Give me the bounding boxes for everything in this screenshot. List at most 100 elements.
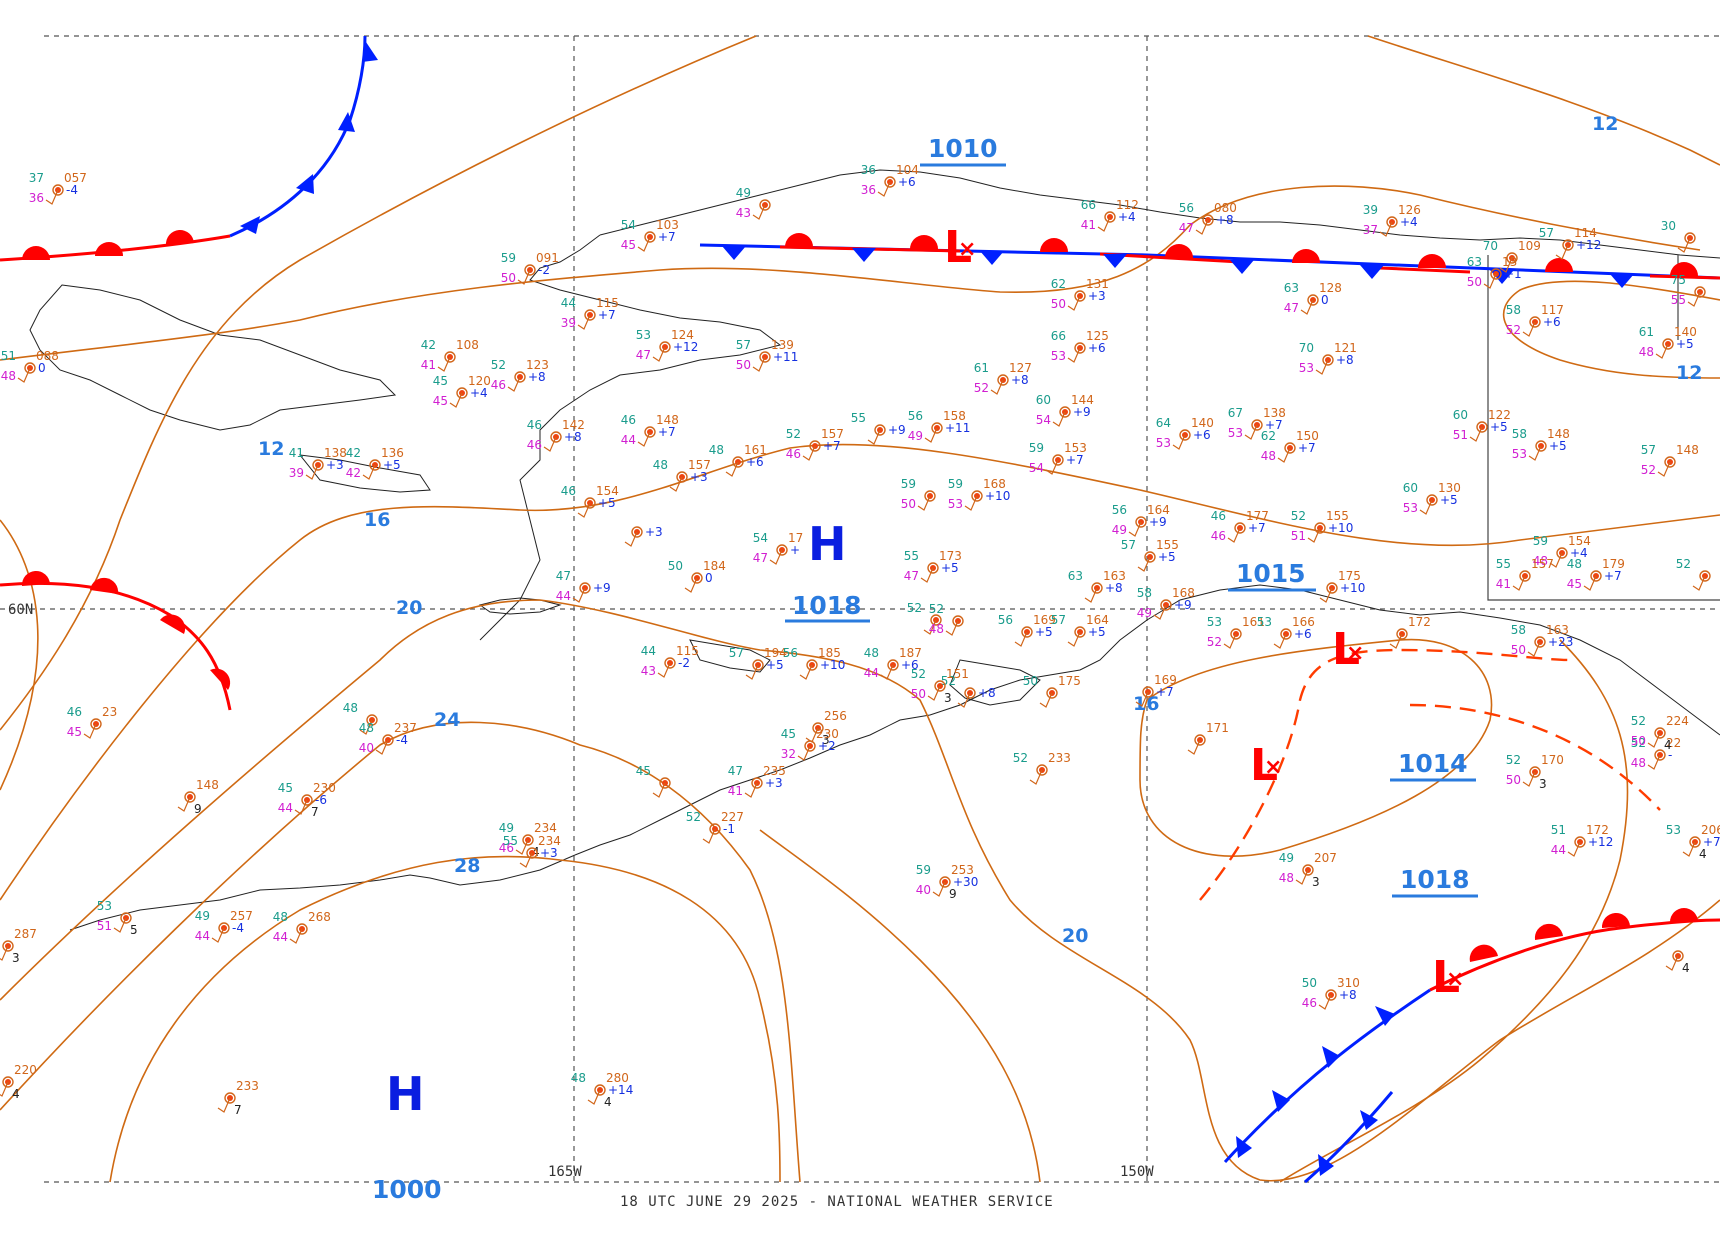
wind-barb (957, 692, 971, 708)
station-dewpoint: 48 (1533, 554, 1548, 568)
station-pressure: 122 (1488, 408, 1511, 422)
station-pressure: 206 (1701, 823, 1720, 837)
station-plot: 52 22 48 - (1631, 736, 1682, 770)
station-temperature: 70 (1299, 341, 1314, 355)
station-pressure: 253 (951, 863, 974, 877)
station-tendency: +10 (820, 658, 845, 672)
station-temperature: 55 (904, 549, 919, 563)
station-tendency: +4 (1118, 210, 1136, 224)
station-tendency: +8 (1105, 581, 1123, 595)
station-temperature: 46 (621, 413, 636, 427)
station-plot: 169+7 (1135, 673, 1177, 707)
low-value-1014: 1014 (1398, 749, 1468, 778)
station-pressure: 179 (1602, 557, 1625, 571)
station-plot: 48 237 40 -4 (359, 721, 417, 755)
station-dewpoint: 53 (1228, 426, 1243, 440)
station-temperature: 66 (1051, 329, 1066, 343)
station-tendency: +12 (673, 340, 698, 354)
wind-barb (1665, 955, 1679, 971)
wind-barb (1097, 216, 1111, 232)
station-temperature: 52 (1676, 557, 1691, 571)
station-temperature: 41 (289, 446, 304, 460)
isobars (0, 35, 1720, 1183)
station-temperature: 61 (1639, 325, 1654, 339)
station-circle (550, 431, 562, 443)
warm-front-southwest (0, 570, 232, 711)
station-tendency: +8 (1336, 353, 1354, 367)
wind-barb (1469, 426, 1483, 442)
station-temperature: 44 (561, 296, 576, 310)
wind-barb (1135, 691, 1149, 707)
station-pressure: 237 (394, 721, 417, 735)
station-circle (444, 351, 456, 363)
station-pressure: 103 (656, 218, 679, 232)
wind-barb (1319, 587, 1333, 603)
station-temperature: 52 (911, 667, 926, 681)
station-pressure: 158 (943, 409, 966, 423)
station-plot: 52 233 (1013, 751, 1071, 785)
station-temperature: 56 (908, 409, 923, 423)
station-temperature: 59 (1533, 534, 1548, 548)
station-tendency: +7 (823, 439, 841, 453)
station-temperature: 60 (1036, 393, 1051, 407)
station-dewpoint: 48 (1261, 449, 1276, 463)
station-dewpoint: 43 (641, 664, 656, 678)
station-dewpoint: 52 (1506, 323, 1521, 337)
station-plot: 48 161+6 (709, 443, 767, 477)
station-pressure: 136 (381, 446, 404, 460)
station-circle (184, 791, 196, 803)
station-pressure: 140 (1674, 325, 1697, 339)
station-temperature: 30 (1661, 219, 1676, 233)
wind-barb (0, 945, 9, 961)
station-plot: 59 253 40 +309 (916, 863, 979, 901)
station-circle (664, 657, 676, 669)
station-circle (90, 718, 102, 730)
station-pressure-change: 5 (130, 923, 138, 937)
station-dewpoint: 51 (97, 919, 112, 933)
station-circle (691, 572, 703, 584)
station-plot: 48 280+144 (571, 1071, 634, 1109)
station-pressure: 175 (1058, 674, 1081, 688)
station-temperature: 75 (1671, 273, 1686, 287)
wind-barb (572, 587, 586, 603)
station-pressure: 257 (230, 909, 253, 923)
station-pressure-change: 7 (311, 805, 319, 819)
high-center-1000: H (386, 1067, 425, 1121)
wind-barb (577, 314, 591, 330)
wind-barb (507, 376, 521, 392)
station-tendency: +1 (1504, 267, 1522, 281)
isobar-label-20-w: 20 (396, 597, 422, 619)
station-pressure-change: 9 (194, 802, 202, 816)
wind-barb (1657, 461, 1671, 477)
station-dewpoint: 32 (781, 747, 796, 761)
station-tendency: 0 (1321, 293, 1329, 307)
station-tendency: +14 (608, 1083, 633, 1097)
wind-barb (1527, 641, 1541, 657)
station-circle (594, 1084, 606, 1096)
station-temperature: 56 (783, 646, 798, 660)
station-tendency: +9 (593, 581, 611, 595)
station-circle (1307, 294, 1319, 306)
station-pressure: 224 (1666, 714, 1689, 728)
station-temperature: 46 (527, 418, 542, 432)
wind-barb (1195, 219, 1209, 235)
station-pressure: 173 (939, 549, 962, 563)
lon-label-150w: 150W (1120, 1164, 1154, 1180)
wind-barb (799, 664, 813, 680)
station-plot: 233 7 (217, 1079, 259, 1117)
station-temperature: 56 (1112, 503, 1127, 517)
station-tendency: +9 (1073, 405, 1091, 419)
station-pressure: 080 (1214, 201, 1237, 215)
station-plot: 66 125 53 +6 (1051, 329, 1109, 363)
station-dewpoint: 48 (1, 369, 16, 383)
station-circle (887, 659, 899, 671)
station-tendency: +8 (1011, 373, 1029, 387)
station-pressure: 154 (596, 484, 619, 498)
station-dewpoint: 50 (1467, 275, 1482, 289)
station-circle (1322, 354, 1334, 366)
station-plot: 54 17 47 + (753, 531, 804, 565)
station-temperature: 62 (1261, 429, 1276, 443)
station-temperature: 66 (1081, 198, 1096, 212)
station-tendency: +12 (1576, 238, 1601, 252)
wind-barb (1300, 299, 1314, 315)
